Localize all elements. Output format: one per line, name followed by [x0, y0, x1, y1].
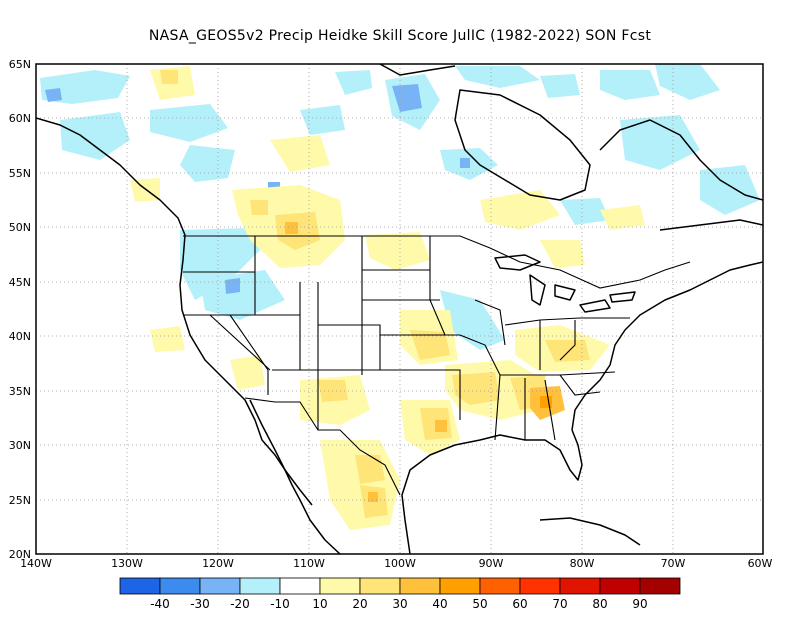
colorbar-swatch: [199, 577, 241, 595]
lon-label: 100W: [384, 557, 416, 570]
colorbar-swatch: [359, 577, 401, 595]
lat-label: 30N: [9, 439, 31, 452]
state-borders: [183, 235, 691, 496]
colorbar-label: -40: [150, 597, 170, 611]
lat-label: 60N: [9, 112, 31, 125]
lat-label: 65N: [9, 58, 31, 71]
colorbar-label: 50: [472, 597, 487, 611]
colorbar-swatch: [439, 577, 481, 595]
lon-label: 120W: [202, 557, 234, 570]
colorbar-label: 60: [512, 597, 527, 611]
lon-label: 80W: [570, 557, 595, 570]
lat-label: 45N: [9, 276, 31, 289]
colorbar-swatch: [559, 577, 601, 595]
colorbar-swatch: [399, 577, 441, 595]
colorbar: -40 -30 -20 -10 10 20 30 40 50 60 70 80 90: [119, 577, 681, 611]
lon-label: 140W: [20, 557, 52, 570]
colorbar-swatch: [239, 577, 281, 595]
lon-label: 90W: [479, 557, 504, 570]
colorbar-label: -20: [230, 597, 250, 611]
lat-label: 25N: [9, 494, 31, 507]
colorbar-swatch: [279, 577, 321, 595]
colorbar-swatch: [479, 577, 521, 595]
colorbar-label: 80: [592, 597, 607, 611]
colorbar-swatch: [599, 577, 641, 595]
colorbar-label: 40: [432, 597, 447, 611]
lat-label: 55N: [9, 167, 31, 180]
coastlines: [36, 64, 763, 554]
colorbar-swatch: [159, 577, 201, 595]
map-title: NASA_GEOS5v2 Precip Heidke Skill Score J…: [148, 28, 652, 44]
colorbar-label: 20: [352, 597, 367, 611]
colorbar-label: 70: [552, 597, 567, 611]
colorbar-swatch: [119, 577, 161, 595]
lat-label: 40N: [9, 330, 31, 343]
colorbar-label: 90: [632, 597, 647, 611]
lon-label: 60W: [748, 557, 773, 570]
lat-label: 35N: [9, 385, 31, 398]
colorbar-swatch: [639, 577, 681, 595]
colorbar-label: -30: [190, 597, 210, 611]
colorbar-label: 30: [392, 597, 407, 611]
map-frame: [35, 63, 764, 555]
lat-label: 50N: [9, 221, 31, 234]
lon-label: 70W: [661, 557, 686, 570]
colorbar-swatch: [319, 577, 361, 595]
colorbar-label: 10: [312, 597, 327, 611]
lat-label: 20N: [9, 548, 31, 561]
colorbar-swatch: [519, 577, 561, 595]
lon-label: 130W: [111, 557, 143, 570]
lon-label: 110W: [293, 557, 325, 570]
colorbar-label: -10: [270, 597, 290, 611]
